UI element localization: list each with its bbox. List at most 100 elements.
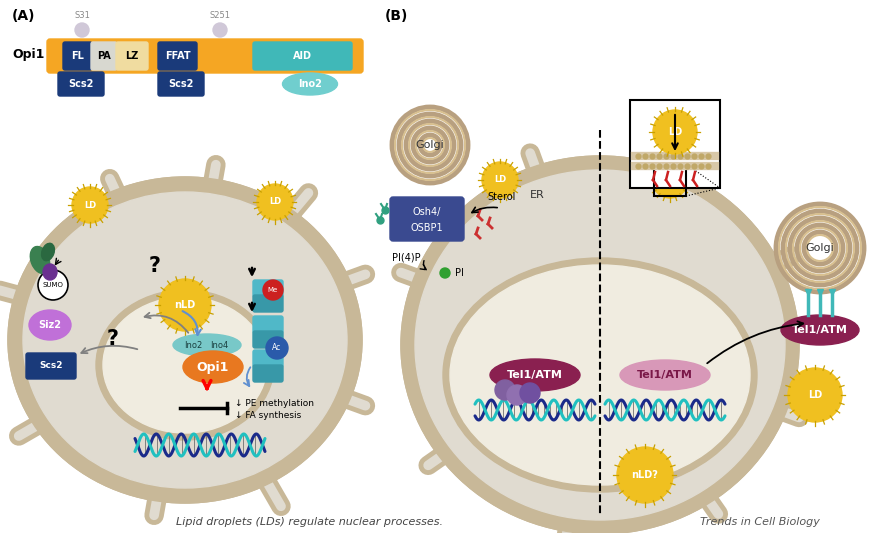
FancyBboxPatch shape [158, 72, 203, 96]
Circle shape [507, 385, 527, 405]
Text: ?: ? [107, 329, 119, 349]
Text: PI: PI [454, 268, 463, 278]
FancyBboxPatch shape [58, 72, 104, 96]
Circle shape [787, 368, 841, 422]
Text: (B): (B) [385, 9, 408, 23]
FancyBboxPatch shape [116, 42, 148, 70]
Circle shape [38, 270, 68, 300]
Ellipse shape [401, 156, 798, 533]
Text: Me: Me [268, 287, 278, 293]
Text: Tel1/ATM: Tel1/ATM [507, 370, 562, 380]
Text: Scs2: Scs2 [39, 361, 63, 370]
Text: LZ: LZ [125, 51, 138, 61]
Text: ↓ PE methylation: ↓ PE methylation [235, 400, 314, 408]
Text: AID: AID [293, 51, 312, 61]
Text: S31: S31 [74, 11, 90, 20]
Ellipse shape [415, 170, 784, 520]
Circle shape [213, 23, 227, 37]
Text: FFAT: FFAT [164, 51, 190, 61]
Ellipse shape [23, 192, 347, 488]
Ellipse shape [103, 297, 267, 433]
Text: ER: ER [529, 190, 544, 200]
FancyBboxPatch shape [253, 350, 282, 367]
Ellipse shape [489, 359, 580, 391]
Ellipse shape [96, 290, 274, 440]
Ellipse shape [8, 177, 362, 503]
Text: Opi1: Opi1 [12, 48, 44, 61]
Circle shape [75, 23, 89, 37]
Text: Ino4: Ino4 [209, 341, 228, 350]
Ellipse shape [42, 243, 55, 261]
FancyBboxPatch shape [253, 316, 282, 333]
FancyBboxPatch shape [253, 295, 282, 312]
FancyBboxPatch shape [63, 42, 92, 70]
Bar [653, 164, 686, 196]
Text: Ino2: Ino2 [183, 341, 202, 350]
FancyBboxPatch shape [253, 280, 282, 297]
Text: ↓ FA synthesis: ↓ FA synthesis [235, 411, 301, 421]
Text: ?: ? [149, 256, 161, 276]
Ellipse shape [182, 351, 242, 383]
Text: Golgi: Golgi [805, 243, 833, 253]
Ellipse shape [8, 177, 362, 503]
Text: Golgi: Golgi [415, 140, 444, 150]
Ellipse shape [23, 192, 347, 488]
Circle shape [262, 280, 282, 300]
Ellipse shape [30, 246, 50, 273]
Text: PI(4)P: PI(4)P [392, 253, 420, 263]
Text: LD: LD [663, 175, 675, 184]
Text: LD: LD [269, 198, 281, 206]
FancyBboxPatch shape [158, 42, 196, 70]
Circle shape [520, 383, 540, 403]
Ellipse shape [282, 73, 337, 95]
FancyBboxPatch shape [26, 353, 76, 379]
Ellipse shape [449, 265, 749, 485]
Text: OSBP1: OSBP1 [410, 223, 443, 233]
Ellipse shape [780, 315, 858, 345]
Circle shape [653, 110, 696, 154]
Circle shape [481, 162, 517, 198]
Text: SUMO: SUMO [43, 282, 63, 288]
Text: Ino2: Ino2 [298, 79, 322, 89]
Circle shape [440, 268, 449, 278]
Circle shape [494, 380, 514, 400]
FancyBboxPatch shape [47, 39, 362, 73]
Text: FL: FL [71, 51, 83, 61]
FancyBboxPatch shape [253, 42, 352, 70]
FancyBboxPatch shape [389, 197, 463, 241]
FancyBboxPatch shape [91, 42, 116, 70]
Text: Lipid droplets (LDs) regulate nuclear processes.: Lipid droplets (LDs) regulate nuclear pr… [176, 517, 443, 527]
Circle shape [159, 279, 211, 331]
Text: Scs2: Scs2 [168, 79, 194, 89]
Circle shape [256, 184, 293, 220]
Ellipse shape [173, 334, 241, 356]
Text: Ac: Ac [272, 343, 282, 352]
Ellipse shape [415, 170, 784, 520]
Ellipse shape [29, 310, 71, 340]
Text: nLD: nLD [174, 300, 196, 310]
Ellipse shape [401, 156, 798, 533]
Text: Scs2: Scs2 [69, 79, 94, 89]
Text: nLD?: nLD? [631, 470, 658, 480]
Text: Opi1: Opi1 [196, 360, 229, 374]
Ellipse shape [442, 258, 756, 492]
Text: Tel1/ATM: Tel1/ATM [791, 325, 847, 335]
Circle shape [616, 447, 673, 503]
Text: Tel1/ATM: Tel1/ATM [636, 370, 692, 380]
Text: LD: LD [667, 127, 681, 137]
Ellipse shape [620, 360, 709, 390]
Text: LD: LD [494, 175, 506, 184]
FancyBboxPatch shape [253, 331, 282, 348]
Bar [629, 100, 720, 188]
Text: Osh4/: Osh4/ [412, 207, 441, 217]
Circle shape [651, 162, 687, 198]
Text: PA: PA [97, 51, 110, 61]
FancyBboxPatch shape [253, 365, 282, 382]
Text: Siz2: Siz2 [38, 320, 62, 330]
Circle shape [266, 337, 288, 359]
Text: Trends in Cell Biology: Trends in Cell Biology [700, 517, 819, 527]
Text: Sterol: Sterol [488, 192, 515, 202]
Text: LD: LD [807, 390, 821, 400]
Text: (A): (A) [12, 9, 36, 23]
Circle shape [72, 187, 108, 223]
